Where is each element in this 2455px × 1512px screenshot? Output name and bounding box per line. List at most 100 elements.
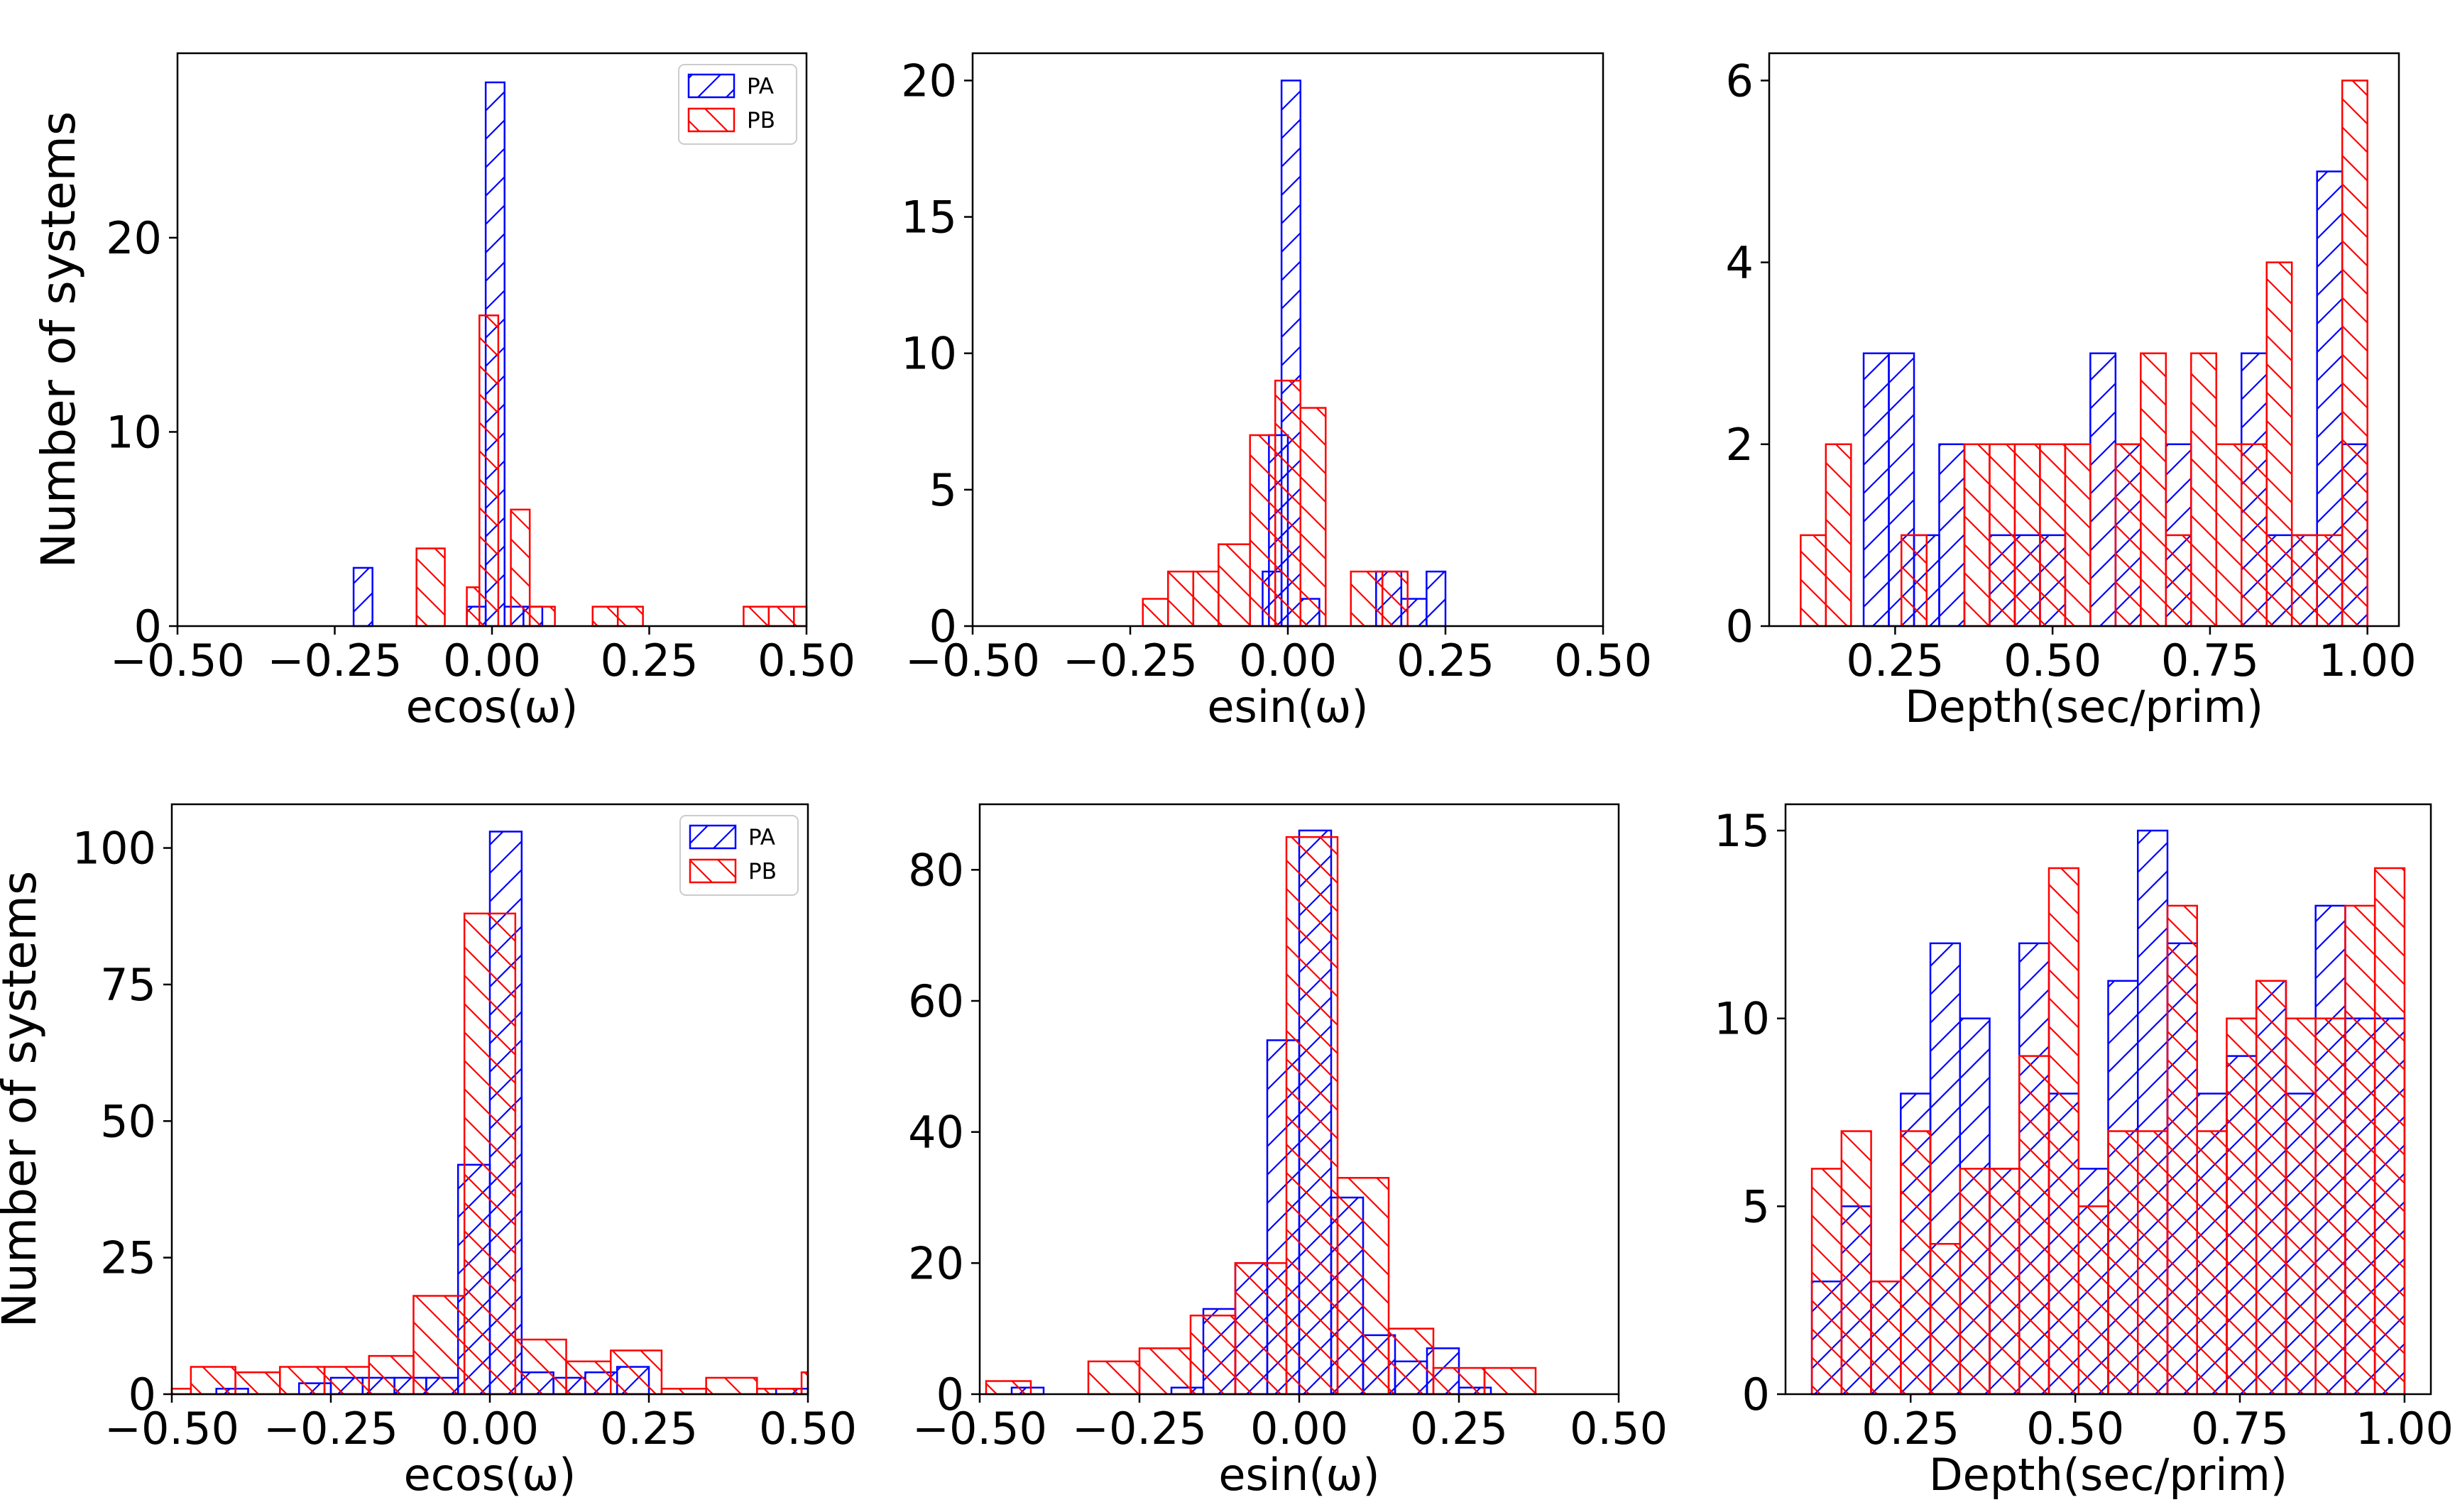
axes-frame bbox=[1784, 803, 2432, 1396]
series-pb bbox=[985, 836, 1537, 1396]
pb-bar bbox=[800, 1371, 809, 1396]
subplot-5: −0.50 −0.25 0.00 0.25 0.50 0 20 40 60 80 esin(ω) bbox=[908, 803, 1668, 1501]
pb-bar bbox=[2196, 1130, 2228, 1396]
pb-bar bbox=[1299, 407, 1327, 628]
pb-bar bbox=[985, 1380, 1032, 1396]
legend-label-pb: PB bbox=[748, 859, 777, 884]
y-tick-label: 10 bbox=[1714, 993, 1770, 1045]
x-axis-label: esin(ω) bbox=[1207, 681, 1368, 733]
x-tick-label: 0.25 bbox=[1396, 635, 1494, 686]
y-tick-label: 40 bbox=[908, 1107, 964, 1158]
x-tick-label: 0.50 bbox=[759, 1403, 857, 1455]
x-axis-label: ecos(ω) bbox=[406, 681, 579, 733]
legend-label-pb: PB bbox=[747, 108, 775, 133]
pb-bar bbox=[2285, 1017, 2317, 1396]
y-tick-label: 0 bbox=[1726, 601, 1754, 652]
pb-bar bbox=[1218, 543, 1251, 628]
y-axis-label: Number of systems bbox=[31, 111, 86, 569]
pb-bar bbox=[1432, 1366, 1486, 1396]
x-tick-label: 0.50 bbox=[1554, 635, 1652, 686]
series-pb bbox=[1142, 379, 1409, 628]
pb-bar bbox=[2265, 261, 2293, 628]
pb-bar bbox=[1989, 443, 2016, 628]
pb-bar bbox=[2226, 1017, 2258, 1396]
pb-bar bbox=[323, 1366, 371, 1396]
pb-bar bbox=[1087, 1360, 1141, 1396]
y-axis-label: Number of systems bbox=[0, 871, 47, 1328]
legend: PA PB bbox=[679, 815, 799, 896]
pb-bar bbox=[793, 606, 808, 628]
legend-swatch-pa bbox=[689, 824, 737, 850]
pb-bar bbox=[616, 606, 644, 628]
x-tick-label: 0.25 bbox=[600, 1403, 698, 1455]
pa-bar bbox=[1938, 443, 1966, 628]
pb-bar bbox=[2165, 534, 2192, 628]
pb-bar bbox=[2077, 1205, 2109, 1396]
x-tick-label: −0.25 bbox=[268, 635, 403, 686]
y-tick-label: 20 bbox=[908, 1237, 964, 1289]
pb-bar bbox=[609, 1349, 663, 1396]
legend-label-pa: PA bbox=[748, 825, 775, 850]
y-tick-label: 60 bbox=[908, 975, 964, 1027]
x-tick-label: 0.75 bbox=[2191, 1403, 2289, 1455]
pb-bar bbox=[1840, 1130, 1872, 1396]
pb-bar bbox=[514, 1338, 567, 1396]
pb-bar bbox=[1189, 1314, 1237, 1396]
pb-bar bbox=[479, 314, 500, 628]
pb-bar bbox=[767, 606, 795, 628]
pb-bar bbox=[2373, 867, 2406, 1396]
pb-bar bbox=[234, 1371, 281, 1396]
legend-swatch-pa bbox=[687, 73, 736, 99]
pb-bar bbox=[2018, 1055, 2050, 1396]
pb-bar bbox=[1138, 1347, 1192, 1396]
x-tick-label: 1.00 bbox=[2319, 635, 2417, 686]
subplot-1: −0.50 −0.25 0.00 0.25 0.50 0 10 20 ecos(ω) Number… bbox=[31, 52, 855, 733]
x-tick-label: 0.25 bbox=[1410, 1403, 1508, 1455]
pb-bar bbox=[705, 1376, 758, 1396]
pb-bar bbox=[463, 912, 517, 1396]
y-tick-label: 20 bbox=[106, 212, 162, 264]
pb-bar bbox=[2215, 443, 2243, 628]
pb-bar bbox=[1192, 570, 1220, 628]
pb-bar bbox=[466, 586, 481, 628]
pb-bar bbox=[2255, 980, 2287, 1396]
y-tick-label: 75 bbox=[100, 959, 156, 1011]
x-tick-label: 0.75 bbox=[2161, 635, 2259, 686]
pb-bar bbox=[2039, 443, 2067, 628]
y-tick-label: 100 bbox=[72, 823, 156, 875]
axes-frame bbox=[1768, 52, 2400, 628]
pb-bar bbox=[1274, 379, 1302, 628]
pb-bar bbox=[2241, 443, 2268, 628]
pb-bar bbox=[743, 606, 770, 628]
x-tick-label: 0.50 bbox=[2003, 635, 2101, 686]
y-tick-label: 20 bbox=[901, 55, 957, 106]
pb-bar bbox=[1870, 1280, 1902, 1396]
series-pb bbox=[1810, 867, 2406, 1396]
pa-bar bbox=[2089, 352, 2117, 628]
pb-bar bbox=[2341, 80, 2368, 628]
pb-bar bbox=[1959, 1168, 1991, 1396]
legend-swatch-pb bbox=[689, 858, 737, 884]
x-tick-label: −0.25 bbox=[1063, 635, 1198, 686]
x-axis-label: esin(ω) bbox=[1218, 1449, 1379, 1501]
x-tick-label: −0.50 bbox=[110, 635, 245, 686]
pb-bar bbox=[190, 1366, 236, 1396]
y-tick-label: 0 bbox=[929, 601, 957, 652]
legend-swatch-pb bbox=[687, 107, 736, 133]
subplot-6: 0.25 0.50 0.75 1.00 0 5 10 15 Depth(sec/prim) bbox=[1714, 803, 2454, 1501]
y-tick-label: 25 bbox=[100, 1232, 156, 1284]
pb-bar bbox=[528, 606, 556, 628]
x-tick-label: −0.25 bbox=[263, 1403, 398, 1455]
pb-bar bbox=[1285, 836, 1339, 1396]
pb-bar bbox=[1350, 570, 1384, 628]
y-tick-label: 0 bbox=[936, 1369, 964, 1420]
x-tick-label: −0.50 bbox=[912, 1403, 1047, 1455]
pb-bar bbox=[2314, 1017, 2346, 1396]
y-tick-label: 0 bbox=[129, 1369, 156, 1420]
pb-bar bbox=[1989, 1168, 2021, 1396]
subplot-3: 0.25 0.50 0.75 1.00 0 2 4 6 Depth(sec/prim) bbox=[1726, 52, 2417, 733]
legend: PA PB bbox=[678, 64, 797, 145]
y-tick-label: 15 bbox=[901, 192, 957, 243]
pb-bar bbox=[412, 1295, 466, 1396]
